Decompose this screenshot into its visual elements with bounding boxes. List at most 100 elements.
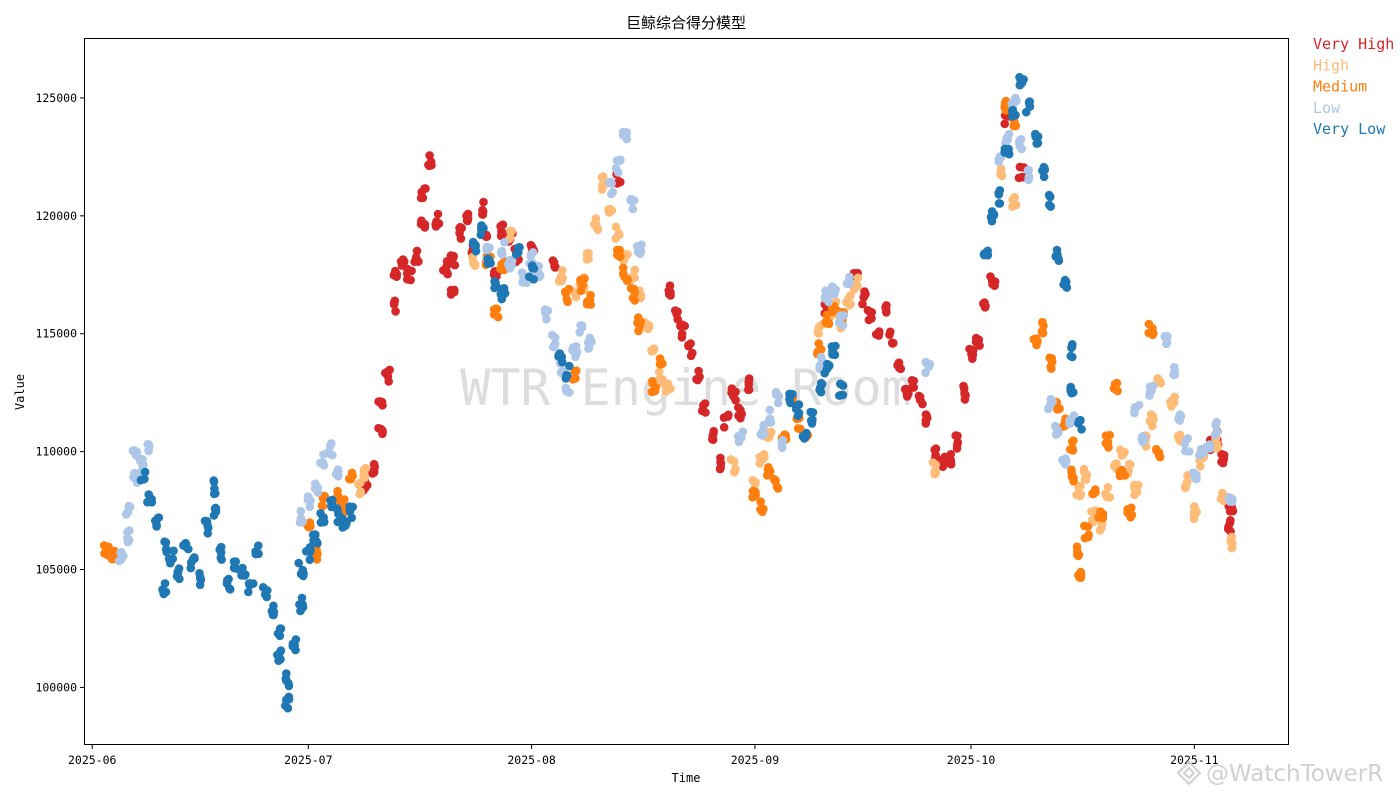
data-point [865, 307, 875, 317]
data-point [807, 419, 817, 428]
data-point [528, 248, 538, 257]
data-point [114, 556, 124, 566]
data-point [612, 245, 622, 255]
legend-item-very-low: Very Low [1313, 120, 1386, 138]
data-point [561, 383, 571, 393]
data-point [121, 510, 131, 519]
corner-mark: @WatchTowerR [1176, 760, 1383, 787]
data-point [1074, 483, 1083, 492]
data-point [305, 555, 315, 564]
data-point [305, 502, 315, 512]
data-point [837, 312, 846, 322]
data-point [592, 222, 602, 232]
data-point [560, 287, 570, 297]
data-point [499, 284, 509, 293]
data-point [548, 256, 558, 265]
data-point [726, 455, 736, 464]
data-point [195, 580, 205, 590]
data-point [448, 259, 458, 268]
x-tick-label: 2025-09 [731, 753, 780, 767]
data-point [859, 293, 868, 302]
data-point [262, 592, 272, 602]
data-point [1015, 162, 1025, 172]
data-point [273, 629, 283, 638]
x-tick-label: 2025-08 [507, 753, 556, 767]
data-point [498, 220, 508, 229]
data-point [688, 348, 697, 358]
data-point [1228, 506, 1238, 516]
data-point [908, 383, 917, 392]
data-point [318, 493, 328, 503]
data-point [671, 306, 681, 316]
data-point [345, 507, 355, 516]
data-point [355, 489, 364, 499]
data-point [598, 172, 608, 181]
data-point [144, 490, 153, 499]
data-point [749, 486, 758, 496]
data-point [604, 205, 613, 214]
data-point [1015, 141, 1025, 151]
data-point [633, 242, 642, 251]
data-point [1109, 384, 1119, 393]
data-point [1008, 195, 1018, 205]
data-point [326, 441, 335, 451]
data-point [317, 501, 327, 510]
data-point [1079, 467, 1089, 477]
data-point [773, 398, 783, 408]
data-point [916, 396, 925, 405]
data-point [378, 401, 387, 410]
data-point [608, 187, 617, 197]
data-point [238, 563, 247, 573]
data-point [1140, 434, 1149, 444]
data-point [1043, 404, 1053, 414]
data-point [524, 272, 534, 282]
data-point [1109, 461, 1119, 471]
x-axis-label: Time [672, 771, 701, 785]
series-medium [99, 96, 1165, 582]
data-point [699, 401, 708, 410]
data-point [543, 306, 553, 316]
data-point [727, 388, 736, 397]
data-point [816, 387, 826, 397]
data-point [737, 409, 746, 419]
data-point [124, 501, 134, 511]
data-point [333, 472, 343, 481]
data-point [630, 265, 640, 275]
data-point [853, 273, 863, 283]
data-point [1146, 410, 1156, 419]
data-point [1148, 421, 1157, 431]
data-point [678, 320, 687, 330]
data-point [308, 530, 318, 540]
data-point [813, 328, 822, 337]
data-point [837, 390, 846, 400]
data-point [1074, 550, 1084, 559]
data-point [241, 570, 250, 579]
data-point [648, 345, 657, 355]
data-point [484, 255, 494, 264]
data-point [974, 335, 984, 345]
data-point [470, 261, 480, 271]
data-point [505, 255, 515, 265]
data-point [298, 517, 308, 526]
data-point [1210, 430, 1220, 440]
data-point [312, 552, 321, 561]
data-point [734, 403, 743, 412]
data-point [447, 288, 456, 298]
data-point [1228, 539, 1237, 549]
data-point [496, 248, 506, 257]
data-point [431, 222, 441, 231]
y-tick-label: 110000 [35, 445, 77, 459]
data-point [828, 307, 837, 317]
data-point [864, 315, 874, 325]
data-point [719, 423, 729, 432]
data-point [994, 190, 1004, 199]
data-point [618, 263, 628, 273]
data-point [181, 539, 191, 549]
data-point [551, 263, 560, 272]
data-point [1101, 439, 1111, 448]
data-point [744, 374, 754, 383]
data-point [630, 288, 640, 298]
data-point [471, 242, 480, 251]
legend-item-very-high: Very High [1313, 35, 1394, 53]
data-point [362, 480, 372, 490]
